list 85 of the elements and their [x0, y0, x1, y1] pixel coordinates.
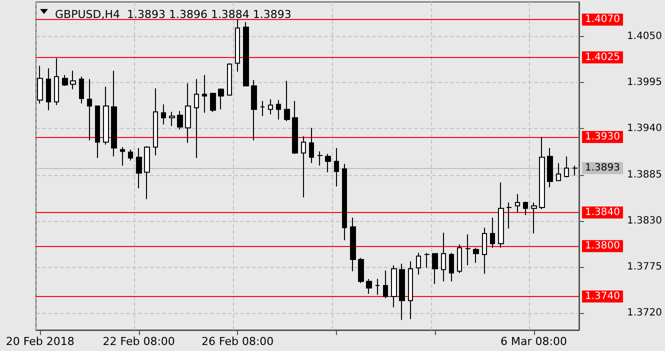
candlestick — [515, 194, 520, 214]
candlestick — [194, 78, 199, 159]
ref-line-label: 1.3930 — [585, 132, 620, 143]
ref-line-label: 1.3893 — [585, 162, 620, 174]
candlestick — [62, 74, 68, 86]
candlestick — [556, 162, 561, 182]
candlestick — [531, 202, 537, 234]
ref-line-label: 1.3840 — [585, 207, 620, 218]
candlestick — [235, 19, 240, 72]
candlestick — [185, 82, 191, 144]
candlestick — [79, 76, 84, 104]
y-tick-label: 1.4050 — [627, 30, 662, 42]
candlestick — [70, 70, 76, 90]
candlestick — [227, 62, 232, 96]
ref-line-label: 1.3800 — [585, 240, 620, 252]
candlestick — [169, 111, 175, 127]
candlestick — [46, 68, 51, 111]
x-tick-label: 6 Mar 08:00 — [500, 335, 567, 348]
candlestick — [325, 153, 331, 173]
candlestick — [128, 149, 133, 162]
candlestick — [54, 58, 59, 106]
candlestick — [424, 252, 430, 268]
text: GBPUSD,H4 1.3893 1.3896 1.3884 1.3893 — [55, 8, 292, 21]
candlestick — [498, 182, 504, 248]
candlestick — [416, 252, 421, 276]
candlestick — [276, 100, 281, 120]
candlestick — [177, 110, 183, 130]
ref-line-label: 1.4070 — [585, 14, 620, 26]
candlestick — [309, 127, 314, 164]
candlestick — [37, 65, 43, 104]
candlestick — [449, 252, 454, 282]
candlestick — [301, 136, 306, 198]
candlestick — [465, 234, 471, 266]
candlestick — [251, 80, 257, 141]
candlestick — [523, 201, 528, 216]
y-tick-label: 1.3885 — [627, 169, 662, 180]
candlestick — [399, 263, 405, 320]
ref-line-label: 1.4025 — [585, 52, 620, 63]
candlestick — [87, 78, 92, 141]
candlestick — [284, 80, 290, 122]
candlestick — [144, 146, 150, 200]
candlestick — [366, 278, 372, 294]
candlestick — [547, 147, 553, 188]
candlestick — [317, 150, 323, 166]
candlestick — [572, 165, 578, 176]
candlestick — [292, 100, 298, 154]
candlestick — [342, 163, 347, 241]
x-tick-label: 26 Feb 08:00 — [201, 335, 274, 348]
candlestick — [506, 202, 512, 229]
candlestick — [153, 88, 158, 156]
candlestick — [457, 244, 462, 274]
candlestick — [136, 147, 142, 189]
candlestick — [539, 136, 545, 210]
candlestick — [564, 156, 569, 178]
x-tick-label: 22 Feb 08:00 — [102, 335, 175, 348]
y-tick-label: 1.3995 — [627, 77, 662, 88]
candlestick — [391, 264, 397, 308]
candlestick — [375, 278, 380, 296]
candlestick — [210, 92, 216, 112]
candlestick — [334, 147, 339, 188]
candlestick — [111, 70, 117, 157]
candlestick — [243, 22, 249, 86]
candlestick — [490, 217, 495, 248]
candlestick — [408, 260, 413, 320]
y-tick-label: 1.3720 — [627, 308, 662, 319]
candlestick — [161, 104, 166, 125]
y-tick-label: 1.3830 — [627, 215, 662, 226]
candlestick — [473, 247, 479, 264]
candlestick — [120, 146, 125, 166]
y-tick-label: 1.3775 — [627, 262, 662, 273]
candlestick — [383, 270, 388, 299]
candlestick — [202, 74, 207, 114]
y-tick-label: 1.3940 — [627, 123, 662, 134]
candlestick — [268, 98, 273, 115]
candlestick — [103, 86, 109, 146]
x-tick-label: 20 Feb 2018 — [6, 335, 74, 348]
candlestick — [95, 106, 100, 159]
candlestick — [350, 217, 356, 272]
candlestick — [432, 253, 438, 284]
candlestick — [441, 232, 446, 282]
candlestick — [358, 257, 364, 284]
candlestick — [482, 227, 487, 274]
candlestick — [218, 88, 224, 110]
candlestick — [260, 100, 265, 117]
ref-line-label: 1.3740 — [585, 290, 620, 302]
